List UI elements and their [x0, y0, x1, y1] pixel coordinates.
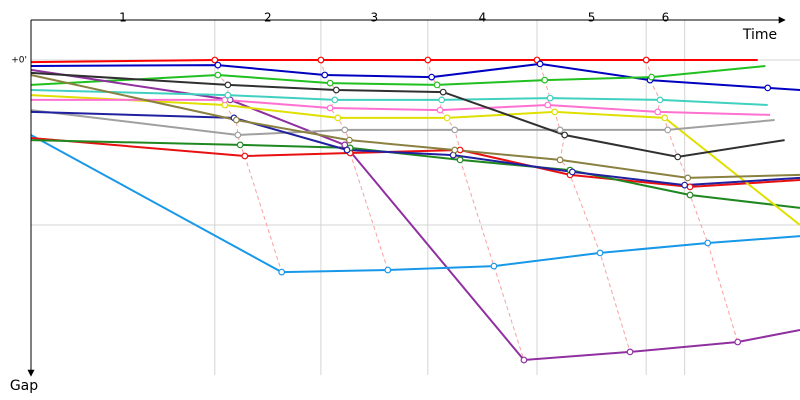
point-marker: [221, 96, 229, 104]
series-line: [30, 89, 768, 106]
series-lines: [30, 56, 800, 364]
point-marker: [451, 126, 459, 134]
point-marker: [704, 239, 712, 247]
point-marker: [343, 146, 351, 154]
point-marker: [224, 91, 232, 99]
lap-label: 1: [119, 11, 127, 25]
point-marker: [424, 56, 432, 64]
point-marker: [317, 56, 325, 64]
point-marker: [438, 96, 446, 104]
point-marker: [568, 168, 576, 176]
point-marker: [428, 73, 436, 81]
point-marker: [433, 81, 441, 89]
point-marker: [232, 116, 240, 124]
point-marker: [684, 174, 692, 182]
point-marker: [561, 131, 569, 139]
point-marker: [439, 88, 447, 96]
point-marker: [345, 136, 353, 144]
point-marker: [236, 141, 244, 149]
lap-label: 4: [479, 11, 487, 25]
point-marker: [686, 183, 694, 191]
point-marker: [681, 181, 689, 189]
point-marker: [224, 81, 232, 89]
point-marker: [326, 79, 334, 87]
series-line: [30, 109, 775, 137]
lap-connector: [536, 59, 631, 353]
point-marker: [648, 73, 655, 81]
point-marker: [321, 71, 329, 79]
point-marker: [436, 106, 444, 114]
y-axis-label: Gap: [10, 378, 38, 394]
point-marker: [656, 96, 664, 104]
point-marker: [214, 71, 222, 79]
x-axis-label: Time: [742, 27, 777, 43]
point-marker: [241, 152, 249, 160]
point-marker: [661, 114, 669, 122]
point-marker: [551, 108, 559, 116]
point-marker: [211, 56, 219, 64]
point-marker: [654, 108, 662, 116]
point-marker: [234, 131, 242, 139]
point-marker: [332, 86, 340, 94]
point-marker: [334, 114, 342, 122]
point-marker: [490, 262, 498, 270]
point-marker: [764, 84, 772, 92]
point-marker: [451, 146, 459, 154]
point-marker: [536, 60, 544, 68]
point-marker: [626, 348, 634, 356]
lap-label: 3: [371, 11, 379, 25]
point-marker: [384, 266, 392, 274]
point-marker: [642, 56, 650, 64]
series-line: [30, 62, 800, 91]
point-marker: [443, 114, 451, 122]
point-marker: [456, 146, 464, 154]
lap-label: 5: [588, 11, 596, 25]
point-marker: [520, 356, 528, 364]
point-marker: [278, 268, 286, 276]
point-marker: [341, 126, 349, 134]
point-marker: [214, 61, 222, 69]
y-tick-label: +0': [11, 56, 27, 66]
point-marker: [556, 126, 564, 134]
point-marker: [674, 153, 682, 161]
point-marker: [544, 101, 552, 109]
point-marker: [331, 96, 339, 104]
point-marker: [596, 249, 604, 257]
point-marker: [541, 76, 549, 84]
lap-label: 6: [662, 11, 670, 25]
lap-connector: [427, 59, 525, 361]
point-marker: [456, 156, 464, 164]
lap-label: 2: [264, 11, 272, 25]
point-marker: [546, 94, 554, 102]
point-marker: [686, 191, 694, 199]
point-marker: [326, 104, 334, 112]
point-marker: [734, 338, 742, 346]
point-marker: [664, 126, 672, 134]
point-marker: [556, 156, 564, 164]
